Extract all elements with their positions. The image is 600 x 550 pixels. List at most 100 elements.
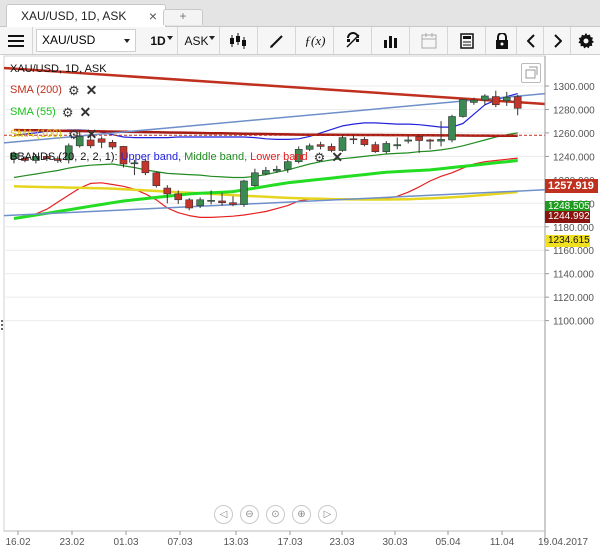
sma55-settings-gear-icon[interactable]: ⚙ <box>61 104 74 120</box>
candle <box>513 94 522 116</box>
tab-close-icon[interactable]: × <box>148 8 157 24</box>
x-tick-label: 13.03 <box>223 537 248 548</box>
function-fx-icon[interactable]: ƒ(x) <box>297 27 334 54</box>
candle <box>163 185 172 204</box>
candle <box>108 139 117 150</box>
settings-gear-icon[interactable] <box>572 27 600 54</box>
scroll-left-icon[interactable]: ◁ <box>214 505 233 524</box>
bbands-settings-gear-icon[interactable]: ⚙ <box>313 149 326 165</box>
candle-body <box>174 193 183 201</box>
candle-body <box>207 200 215 202</box>
candle-body <box>97 138 106 143</box>
candle-body <box>371 144 380 152</box>
candle <box>393 137 402 150</box>
y-tick-label: 1260.000 <box>553 129 595 140</box>
drawing-pen-icon[interactable] <box>259 27 296 54</box>
sma100-close-icon[interactable]: ✕ <box>85 125 98 142</box>
candle <box>448 114 456 143</box>
calendar-icon[interactable] <box>411 27 448 54</box>
candle <box>502 91 511 106</box>
time-axis: 16.02 23.02 01.03 07.03 13.03 17.03 23.03 30.03… <box>4 530 588 548</box>
candle-body <box>108 142 117 148</box>
lower-trend-line <box>3 189 546 217</box>
period-select[interactable]: 1D <box>139 27 178 54</box>
candle <box>207 190 215 205</box>
price-axis: 1300.0001280.0001260.0001240.0001220.000… <box>544 56 595 541</box>
candle-body <box>196 199 204 206</box>
chevron-right-icon[interactable] <box>545 27 571 54</box>
candle-body <box>393 144 402 147</box>
sma100-badge: 1234.615 <box>545 235 590 247</box>
pane-drag-handle[interactable] <box>0 318 4 330</box>
magnet-icon[interactable] <box>335 27 372 54</box>
y-tick-label: 1240.000 <box>553 152 595 163</box>
candle <box>491 90 500 108</box>
candle <box>229 196 237 207</box>
candle <box>360 137 369 147</box>
candle-body <box>360 139 369 145</box>
candle-body <box>448 116 456 141</box>
y-tick-label: 1300.000 <box>553 82 595 93</box>
candle <box>152 171 161 188</box>
x-tick-label: 16.02 <box>5 537 30 548</box>
candle-body <box>491 96 500 106</box>
candle <box>251 168 259 187</box>
tab-xauusd[interactable]: XAU/USD, 1D, ASK × <box>6 4 166 27</box>
menu-icon[interactable] <box>0 27 33 54</box>
side-select[interactable]: ASK <box>180 27 220 54</box>
sma100-settings-gear-icon[interactable]: ⚙ <box>67 126 80 142</box>
chart-type-candles-icon[interactable] <box>221 27 258 54</box>
legend-sma55: SMA (55) <box>10 106 56 118</box>
lock-icon[interactable] <box>487 27 517 54</box>
candle-body <box>459 99 467 117</box>
candle-body <box>470 99 478 103</box>
candle-body <box>513 96 522 109</box>
candle <box>459 98 467 118</box>
zoom-in-icon[interactable]: ⊕ <box>292 505 311 524</box>
candle-body <box>163 187 172 195</box>
tab-label: XAU/USD, 1D, ASK <box>21 9 127 23</box>
candle-body <box>415 136 423 141</box>
sma200-settings-gear-icon[interactable]: ⚙ <box>67 82 80 98</box>
candle-body <box>502 96 511 101</box>
period-value: 1D <box>150 33 166 48</box>
x-tick-label: 01.03 <box>113 537 138 548</box>
x-tick-label: 17.03 <box>277 537 302 548</box>
bar-chart-icon[interactable] <box>373 27 410 54</box>
chevron-left-icon[interactable] <box>518 27 544 54</box>
bb-lower-line <box>13 157 518 220</box>
y-tick-label: 1100.000 <box>553 317 594 328</box>
candle <box>262 166 270 176</box>
candle-body <box>382 143 391 152</box>
screenshot-icon[interactable] <box>521 63 541 83</box>
candle <box>426 138 434 150</box>
candle-body <box>251 172 259 187</box>
sma200-close-icon[interactable]: ✕ <box>85 81 98 98</box>
reset-view-icon[interactable]: ⊙ <box>266 505 285 524</box>
candle <box>481 94 489 106</box>
candle-body <box>316 144 325 147</box>
legend-bb-middle: Middle band, <box>184 151 248 163</box>
legend-title: XAU/USD, 1D, ASK <box>10 63 107 75</box>
template-icon[interactable] <box>449 27 486 54</box>
candle-body <box>229 202 237 205</box>
x-tick-label: 23.03 <box>329 537 354 548</box>
add-tab-button[interactable]: + <box>163 9 203 25</box>
x-tick-label: 05.04 <box>435 537 460 548</box>
zoom-out-icon[interactable]: ⊖ <box>240 505 259 524</box>
candle-body <box>152 172 161 187</box>
candle <box>174 190 183 204</box>
instrument-select[interactable]: XAU/USD <box>36 29 136 52</box>
candle <box>437 121 445 147</box>
sma55-line <box>13 159 518 220</box>
sma55-close-icon[interactable]: ✕ <box>79 103 92 120</box>
candle <box>185 198 193 211</box>
scroll-right-icon[interactable]: ▷ <box>318 505 337 524</box>
bbands-close-icon[interactable]: ✕ <box>331 148 344 165</box>
chart-navigation: ◁ ⊖ ⊙ ⊕ ▷ <box>214 505 344 525</box>
sma200-badge: 1244.992 <box>545 211 590 223</box>
candle-body <box>305 145 314 150</box>
chevron-down-icon <box>124 39 130 43</box>
candle <box>272 165 281 173</box>
